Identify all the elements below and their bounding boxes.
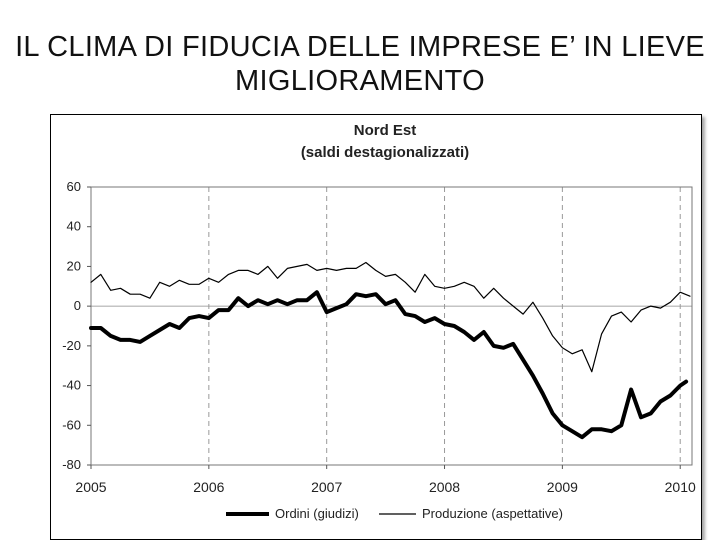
y-tick-label: 40 (67, 219, 81, 234)
line-chart: Nord Est (saldi destagionalizzati) 60 40 2… (62, 122, 696, 521)
x-tick-label: 2010 (665, 479, 696, 495)
x-tick-label: 2008 (429, 479, 460, 495)
x-tick-label: 2007 (311, 479, 342, 495)
x-tick-label: 2009 (547, 479, 578, 495)
slide-title-line-2: MIGLIORAMENTO (235, 65, 485, 97)
y-tick-label: 0 (74, 298, 81, 313)
legend: Ordini (giudizi) Produzione (aspettative) (226, 506, 563, 521)
legend-label: Ordini (giudizi) (275, 506, 359, 521)
series-group (89, 261, 691, 440)
legend-label: Produzione (aspettative) (422, 506, 563, 521)
x-tick-label: 2006 (193, 479, 224, 495)
y-tick-label: -20 (62, 338, 81, 353)
y-tick-label: -60 (62, 417, 81, 432)
x-tick-label: 2005 (75, 479, 106, 495)
y-tick-label: 60 (67, 179, 81, 194)
y-tick-label: 20 (67, 258, 81, 273)
grid (91, 187, 692, 465)
chart-title: Nord Est (354, 122, 417, 139)
y-tick-label: -40 (62, 378, 81, 393)
slide-title-line-1: IL CLIMA DI FIDUCIA DELLE IMPRESE E’ IN … (15, 31, 705, 63)
y-tick-label: -80 (62, 457, 81, 472)
slide-title: IL CLIMA DI FIDUCIA DELLE IMPRESE E’ IN … (0, 30, 720, 98)
chart-frame: Nord Est (saldi destagionalizzati) 60 40 2… (50, 114, 702, 540)
series-line-produzione (90, 261, 691, 373)
chart-subtitle: (saldi destagionalizzati) (301, 144, 469, 161)
series-line-ordini (89, 290, 689, 440)
axes: 60 40 20 0 -20 -40 -60 -80 2005 2006 2007 2008 2009 2… (62, 179, 696, 495)
